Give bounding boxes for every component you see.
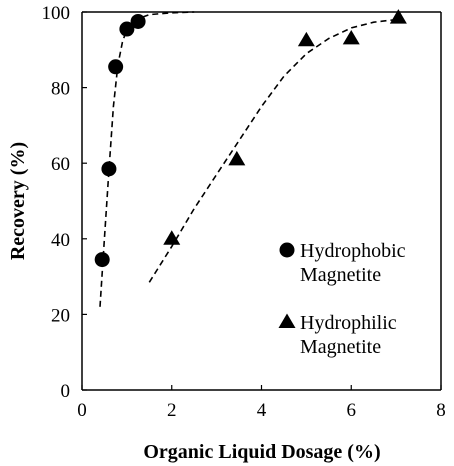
data-point-circle xyxy=(94,252,110,268)
legend-marker-circle xyxy=(279,242,295,258)
data-markers xyxy=(94,9,407,268)
data-point-circle xyxy=(101,161,117,177)
data-point-triangle xyxy=(297,31,315,47)
y-tick-label: 60 xyxy=(51,154,70,175)
x-tick-label: 0 xyxy=(77,400,87,421)
y-tick-label: 100 xyxy=(42,3,71,24)
trend-line-triangle xyxy=(148,18,397,283)
data-point-circle xyxy=(130,13,146,29)
y-tick-label: 0 xyxy=(61,381,71,402)
x-axis-title: Organic Liquid Dosage (%) xyxy=(143,441,380,463)
data-point-circle xyxy=(108,59,124,75)
x-tick-label: 4 xyxy=(257,400,267,421)
x-tick-label: 6 xyxy=(347,400,357,421)
legend-label-circle: Hydrophobic Magnetite xyxy=(300,240,406,286)
trend-line-circle xyxy=(99,11,195,307)
data-point-triangle xyxy=(342,29,360,45)
trend-lines xyxy=(99,11,397,307)
legend-label-triangle: Hydrophilic Magnetite xyxy=(300,312,397,358)
y-axis-title: Recovery (%) xyxy=(7,142,29,260)
data-point-triangle xyxy=(163,230,181,245)
data-point-circle xyxy=(119,21,135,37)
y-tick-label: 40 xyxy=(51,230,70,251)
data-point-triangle xyxy=(389,9,407,24)
legend-marker-triangle xyxy=(278,313,296,328)
data-point-triangle xyxy=(228,150,246,166)
y-tick-label: 80 xyxy=(51,79,70,100)
y-tick-label: 20 xyxy=(51,305,70,326)
x-tick-label: 2 xyxy=(167,400,177,421)
legend: Hydrophobic Magnetite Hydrophilic Magnetite xyxy=(278,240,406,358)
x-tick-label: 8 xyxy=(436,400,446,421)
